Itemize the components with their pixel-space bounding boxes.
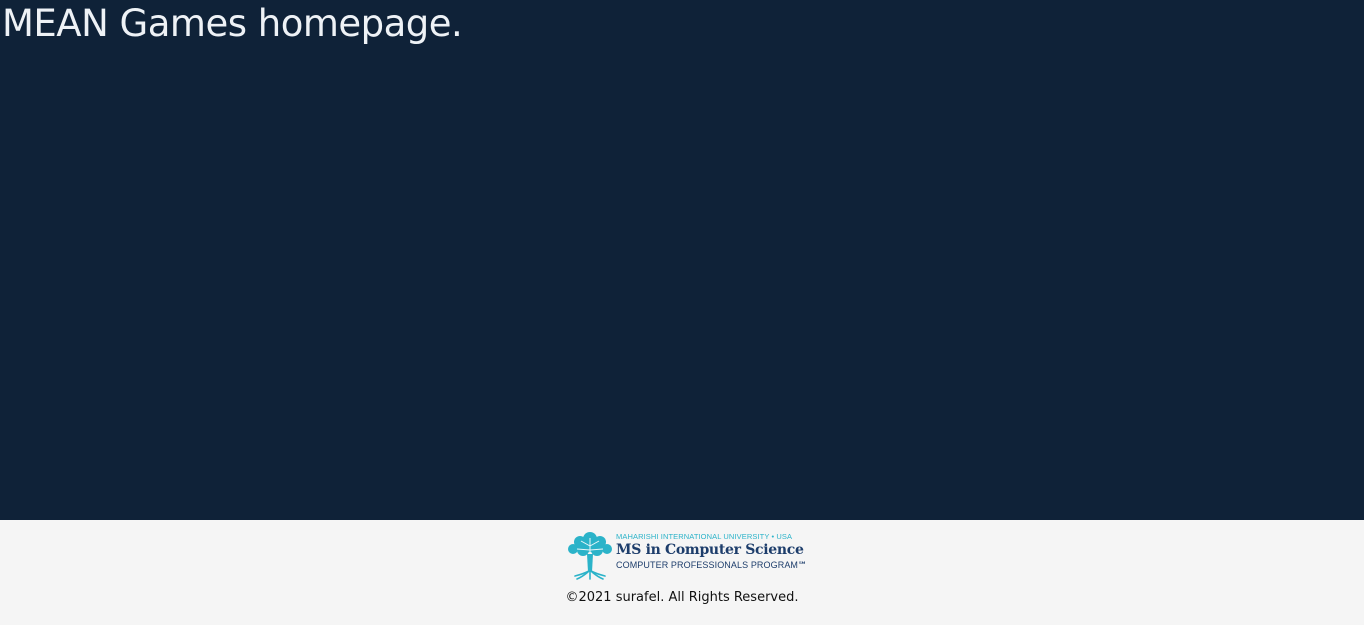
footer: MAHARISHI INTERNATIONAL UNIVERSITY • USA… (0, 520, 1364, 625)
main-content: MEAN Games homepage. (0, 0, 1364, 520)
footer-logo[interactable]: MAHARISHI INTERNATIONAL UNIVERSITY • USA… (565, 526, 808, 580)
logo-program-title: MS in Computer Science (616, 542, 804, 558)
page-title: MEAN Games homepage. (2, 2, 463, 45)
logo-text: MAHARISHI INTERNATIONAL UNIVERSITY • USA… (616, 526, 808, 571)
tree-icon (568, 532, 612, 580)
copyright-text: ©2021 surafel. All Rights Reserved. (565, 590, 799, 605)
logo-university-name: MAHARISHI INTERNATIONAL UNIVERSITY • USA (616, 532, 793, 541)
logo-program-subtitle: COMPUTER PROFESSIONALS PROGRAM℠ (616, 560, 808, 570)
